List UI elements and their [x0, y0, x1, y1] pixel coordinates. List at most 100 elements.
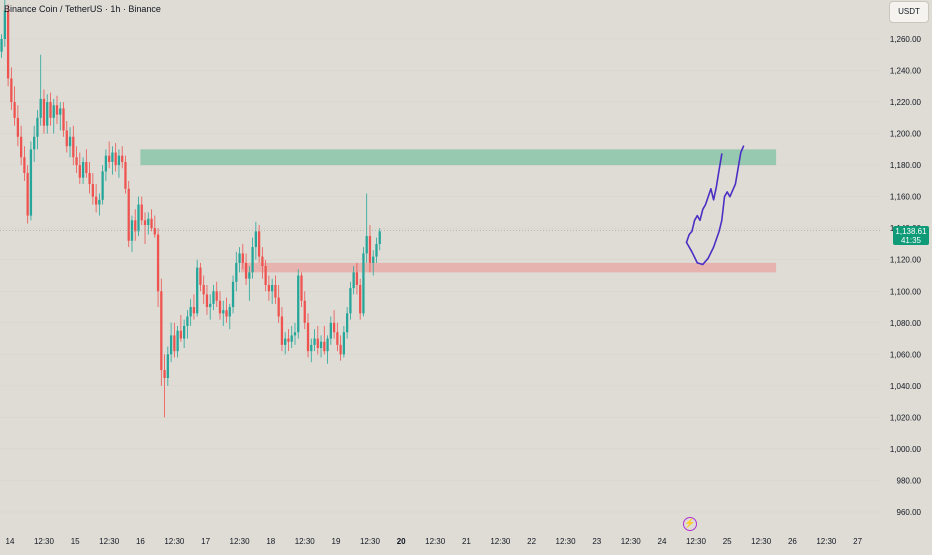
candle-body	[179, 330, 183, 339]
candle-body	[316, 338, 319, 349]
candle-body	[280, 316, 284, 345]
candle-body	[19, 136, 23, 158]
candle-body	[104, 155, 108, 172]
projection-path-2	[685, 145, 745, 266]
candle-body	[85, 161, 88, 174]
price-tick-label: 1,120.00	[890, 256, 922, 265]
candle-body	[29, 149, 33, 216]
candle-body	[336, 332, 339, 345]
candle-body	[166, 354, 169, 378]
candle-body	[215, 291, 218, 301]
time-tick-label: 12:30	[164, 537, 185, 546]
time-tick-label: 12:30	[556, 537, 577, 546]
candle-body	[143, 220, 147, 226]
candle-body	[55, 105, 59, 115]
time-tick-label: 12:30	[490, 537, 511, 546]
time-tick-label: 12:30	[230, 537, 251, 546]
candle-body	[257, 231, 261, 257]
candle-body	[46, 102, 49, 126]
time-tick-label: 18	[266, 537, 275, 546]
currency-button[interactable]: USDT	[889, 1, 929, 23]
time-tick-label: 15	[71, 537, 80, 546]
time-tick-label: 12:30	[686, 537, 707, 546]
time-axis: 14 12:30 15 12:30 16 12:30 17 12:30 18 12:30 19 12:…	[6, 537, 863, 546]
price-tick-label: 1,000.00	[890, 445, 922, 454]
candle-body	[222, 310, 225, 314]
candle-body	[130, 220, 134, 241]
candle-body	[163, 370, 166, 378]
candle-body	[23, 157, 26, 174]
candle-body	[212, 291, 215, 304]
candle-body	[261, 256, 264, 267]
candle-body	[349, 288, 352, 314]
candle-body	[81, 161, 85, 178]
candle-body	[68, 136, 72, 147]
candle-body	[202, 284, 205, 295]
candle-body	[52, 105, 55, 118]
candle-body	[303, 300, 306, 323]
candle-body	[117, 155, 121, 166]
projection-paths	[685, 145, 745, 266]
candle-body	[254, 231, 257, 248]
candle-body	[375, 243, 378, 257]
candle-body	[91, 184, 94, 197]
time-tick-label: 12:30	[99, 537, 120, 546]
candle-body	[277, 297, 280, 317]
candle-body	[362, 253, 365, 314]
time-tick-label: 12:30	[295, 537, 316, 546]
candle-body	[78, 165, 81, 178]
projection-path-1	[685, 153, 723, 244]
candle-body	[329, 322, 332, 339]
candle-body	[264, 266, 267, 285]
candles	[0, 0, 381, 418]
time-tick-label: 12:30	[751, 537, 772, 546]
price-tick-label: 1,080.00	[890, 319, 922, 328]
last-price-label: 1,138.61 41:35	[893, 226, 929, 245]
candle-body	[169, 335, 173, 355]
candle-body	[108, 155, 111, 162]
time-tick-label: 20	[397, 537, 406, 546]
time-tick-label: 19	[332, 537, 341, 546]
candle-body	[42, 98, 46, 126]
candle-body	[33, 136, 36, 150]
candle-body	[182, 325, 186, 339]
candle-body	[140, 204, 143, 221]
candle-body	[319, 341, 323, 349]
candle-body	[127, 188, 130, 241]
lightning-bolt-icon[interactable]: ⚡	[683, 517, 697, 531]
candle-body	[39, 98, 42, 118]
support-zone	[240, 262, 777, 273]
price-axis: 1,260.00 1,240.00 1,220.00 1,200.00 1,180.00…	[890, 35, 922, 517]
candle-body	[153, 228, 156, 235]
bar-countdown: 41:35	[900, 236, 922, 245]
candle-body	[306, 322, 310, 352]
price-tick-label: 1,040.00	[890, 382, 922, 391]
candle-body	[342, 332, 346, 355]
candle-body	[345, 313, 349, 333]
candle-body	[26, 173, 29, 216]
time-tick-label: 26	[788, 537, 797, 546]
candle-body	[238, 253, 241, 263]
candle-body	[293, 332, 297, 336]
candle-body	[284, 338, 287, 345]
candle-body	[49, 102, 52, 118]
candle-body	[372, 256, 375, 263]
zones	[140, 149, 777, 273]
price-tick-label: 980.00	[897, 476, 922, 485]
candle-body	[150, 218, 153, 229]
candle-body	[352, 272, 355, 289]
price-tick-label: 960.00	[897, 508, 922, 517]
candle-body	[290, 335, 293, 342]
candle-body	[218, 300, 222, 314]
candle-body	[244, 262, 248, 279]
candle-body	[231, 281, 235, 308]
candle-body	[378, 231, 381, 244]
candle-body	[36, 117, 39, 137]
price-tick-label: 1,200.00	[890, 130, 922, 139]
time-tick-label: 14	[6, 537, 15, 546]
time-tick-label: 22	[527, 537, 536, 546]
candle-body	[10, 78, 13, 103]
candle-body	[72, 136, 75, 158]
